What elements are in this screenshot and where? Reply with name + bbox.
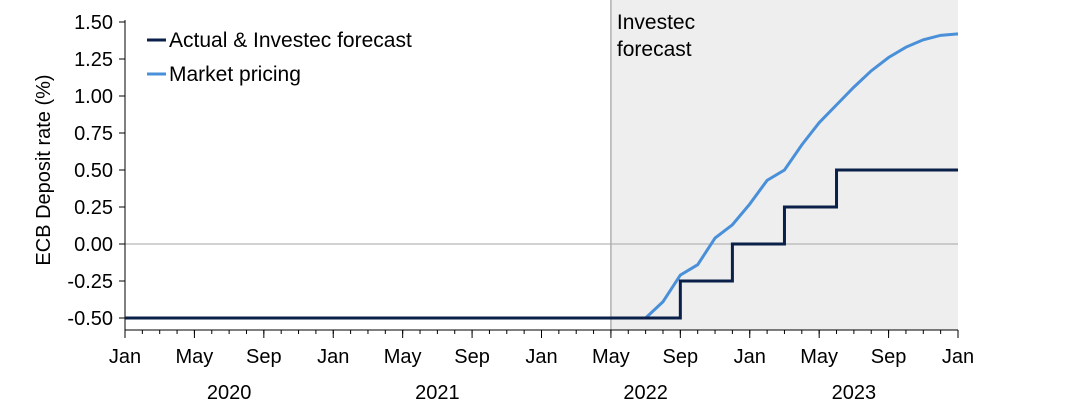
- x-tick-label: Sep: [663, 346, 699, 368]
- forecast-annotation-line: Investec: [617, 11, 695, 34]
- year-label: 2023: [832, 382, 877, 404]
- x-tick-label: May: [176, 346, 214, 368]
- y-tick-label: 0.75: [74, 123, 113, 145]
- forecast-annotation-line: forecast: [617, 38, 692, 61]
- x-tick-label: Jan: [525, 346, 557, 368]
- x-tick-label: Jan: [942, 346, 974, 368]
- x-tick-label: Sep: [871, 346, 907, 368]
- x-tick-label: Sep: [454, 346, 490, 368]
- x-tick-label: May: [384, 346, 422, 368]
- y-tick-label: 1.50: [74, 12, 113, 34]
- series-line-actual-investec-forecast: [125, 168, 958, 320]
- y-tick-label: 0.25: [74, 197, 113, 219]
- y-tick-label: 0.50: [74, 160, 113, 182]
- year-label: 2020: [207, 382, 252, 404]
- axes-layer: 1.50 1.25 1.00 0.75 0.50 0.25 0.00 -0.25 -0.50 Ja…: [67, 12, 974, 404]
- forecast-region-shading: [610, 0, 958, 330]
- y-tick-label: 1.25: [74, 49, 113, 71]
- series-layer: [125, 32, 959, 320]
- series-line-market-pricing: [610, 32, 959, 320]
- y-tick-label: 0.00: [74, 234, 113, 256]
- x-tick-label: May: [592, 346, 630, 368]
- y-tick-label: 1.00: [74, 86, 113, 108]
- y-axis-title: ECB Deposit rate (%): [33, 74, 55, 265]
- forecast-region-layer: Investec forecast: [610, 0, 958, 330]
- legend: Actual & Investec forecast Market pricing: [147, 29, 412, 86]
- y-tick-label: -0.50: [67, 308, 113, 330]
- x-tick-label: May: [800, 346, 838, 368]
- legend-label-actual-investec-forecast: Actual & Investec forecast: [169, 29, 412, 52]
- x-tick-label: Jan: [317, 346, 349, 368]
- x-tick-label: Jan: [109, 346, 141, 368]
- year-label: 2022: [623, 382, 668, 404]
- x-tick-label: Jan: [734, 346, 766, 368]
- y-tick-label: -0.25: [67, 271, 113, 293]
- year-label: 2021: [415, 382, 460, 404]
- legend-label-market-pricing: Market pricing: [169, 63, 301, 86]
- x-tick-label: Sep: [246, 346, 282, 368]
